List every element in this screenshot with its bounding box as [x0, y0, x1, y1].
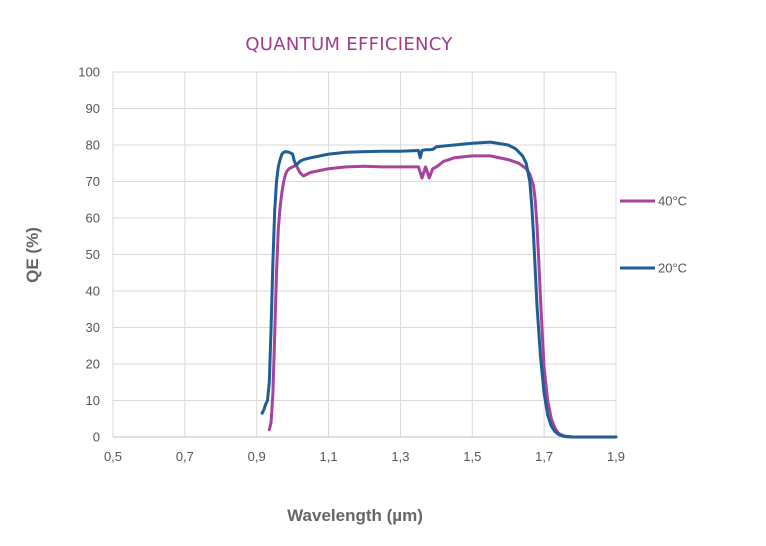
- y-axis-label: QE (%): [23, 227, 42, 283]
- y-tick-label: 20: [86, 357, 100, 372]
- y-tick-label: 90: [86, 101, 100, 116]
- legend: 40°C 20°C: [620, 194, 687, 276]
- x-axis-ticks: 0,5 0,7 0,9 1,1 1,3 1,5 1,7 1,9: [104, 449, 625, 464]
- y-tick-label: 60: [86, 211, 100, 226]
- series-line-20c: [260, 140, 618, 439]
- series-line-40c: [267, 154, 618, 439]
- legend-label: 20°C: [658, 261, 687, 276]
- x-tick-label: 1,1: [320, 449, 338, 464]
- x-tick-label: 1,9: [607, 449, 625, 464]
- y-tick-label: 10: [86, 393, 100, 408]
- x-axis-label: Wavelength (µm): [287, 506, 423, 525]
- x-tick-label: 1,5: [463, 449, 481, 464]
- x-tick-label: 1,7: [535, 449, 553, 464]
- chart-title: QUANTUM EFFICIENCY: [245, 34, 453, 55]
- series-lines: [260, 140, 618, 439]
- x-tick-label: 0,9: [248, 449, 266, 464]
- y-tick-label: 80: [86, 138, 100, 153]
- y-tick-label: 100: [78, 65, 100, 80]
- y-tick-label: 30: [86, 320, 100, 335]
- x-tick-label: 0,5: [104, 449, 122, 464]
- y-tick-label: 0: [93, 430, 100, 445]
- y-axis-ticks: 0 10 20 30 40 50 60 70 80 90 100: [78, 65, 100, 445]
- grid: [112, 71, 617, 438]
- legend-label: 40°C: [658, 194, 687, 209]
- x-tick-label: 0,7: [176, 449, 194, 464]
- y-tick-label: 50: [86, 247, 100, 262]
- x-tick-label: 1,3: [391, 449, 409, 464]
- y-tick-label: 70: [86, 174, 100, 189]
- y-tick-label: 40: [86, 284, 100, 299]
